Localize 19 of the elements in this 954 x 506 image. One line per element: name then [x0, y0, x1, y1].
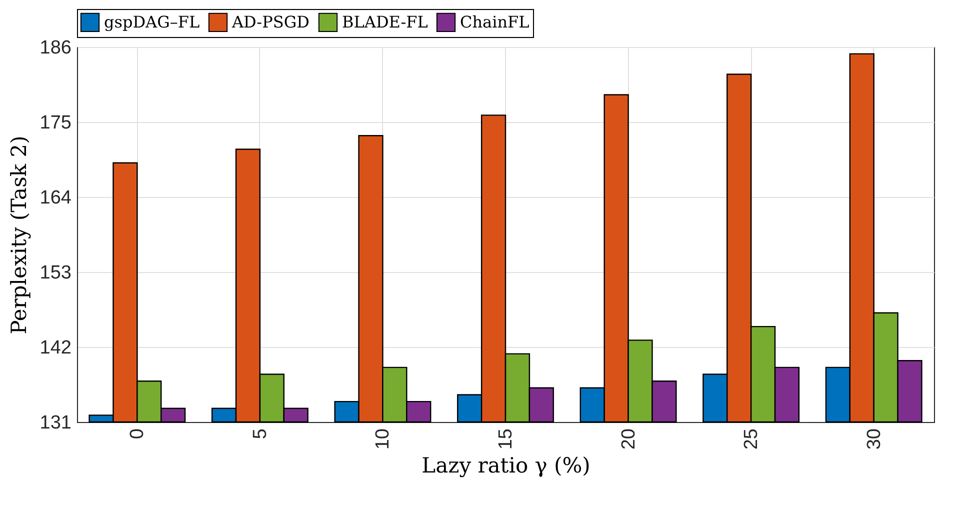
x-tick-label: 25 — [741, 428, 762, 450]
y-tick-label: 175 — [40, 112, 72, 134]
x-axis-title: Lazy ratio γ (%) — [422, 454, 590, 478]
legend-label: ChainFL — [460, 12, 530, 32]
y-tick-label: 164 — [40, 188, 72, 208]
y-tick-label: 131 — [40, 412, 72, 434]
y-axis-title: Perplexity (Task 2) — [6, 136, 31, 334]
legend-label: gspDAG–FL — [104, 12, 200, 32]
x-tick-label: 0 — [127, 428, 148, 440]
y-tick-label: 142 — [40, 338, 72, 358]
x-tick-label: 30 — [864, 428, 885, 450]
x-tick-label: 5 — [250, 428, 271, 440]
x-tick-label: 10 — [372, 428, 394, 450]
x-tick-label: 20 — [618, 428, 640, 450]
legend-label: AD-PSGD — [231, 12, 310, 32]
x-tick-label: 15 — [496, 428, 516, 450]
y-tick-label: 153 — [40, 262, 72, 284]
y-tick-label: 186 — [40, 38, 72, 58]
legend-label: BLADE-FL — [342, 12, 428, 32]
